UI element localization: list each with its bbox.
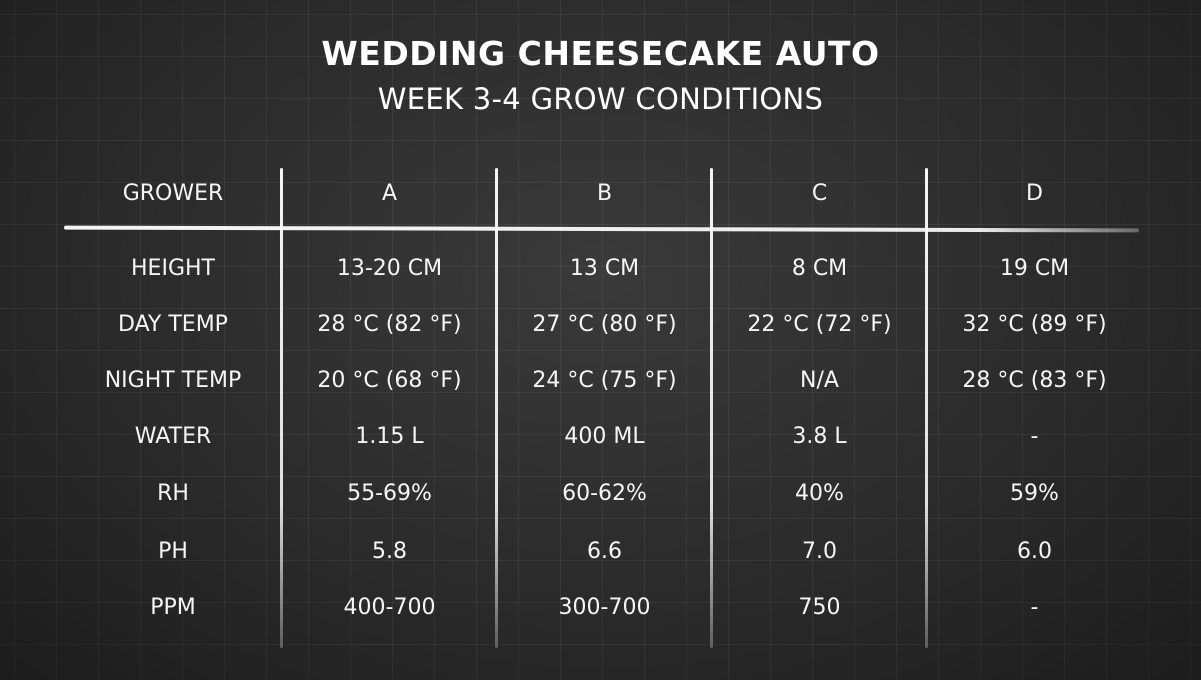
table-cell: N/A <box>800 368 839 393</box>
table-cell: 6.0 <box>1017 539 1052 564</box>
row-label: NIGHT TEMP <box>104 368 242 393</box>
table-cell: 300-700 <box>558 595 651 620</box>
column-divider <box>925 168 928 648</box>
row-label: PH <box>158 539 188 564</box>
table-cell: - <box>1030 595 1039 620</box>
table-cell: 24 °C (75 °F) <box>532 368 677 393</box>
table-row: HEIGHT 13-20 CM 13 CM 8 CM 19 CM <box>64 249 1144 289</box>
table-cell: 13 CM <box>569 256 640 281</box>
table-row: NIGHT TEMP 20 °C (68 °F) 24 °C (75 °F) N… <box>64 361 1144 401</box>
table-cell: 6.6 <box>587 539 622 564</box>
table-cell: 19 CM <box>999 256 1070 281</box>
row-label: PPM <box>150 595 196 620</box>
table-cell: 32 °C (89 °F) <box>962 312 1107 337</box>
header-cell-c: C <box>811 181 828 206</box>
table-cell: 22 °C (72 °F) <box>747 312 892 337</box>
table-cell: 5.8 <box>372 539 407 564</box>
table-row: PPM 400-700 300-700 750 - <box>64 588 1144 628</box>
column-divider <box>710 168 713 648</box>
page-title: WEDDING CHEESECAKE AUTO <box>321 34 880 73</box>
table-cell: 20 °C (68 °F) <box>317 368 462 393</box>
header-row: GROWER A B C D <box>64 174 1144 214</box>
column-divider <box>495 168 498 648</box>
table-cell: 55-69% <box>347 481 432 506</box>
page-subtitle: WEEK 3-4 GROW CONDITIONS <box>377 82 824 116</box>
table-cell: 40% <box>795 481 844 506</box>
header-divider <box>63 225 1140 233</box>
table-row: PH 5.8 6.6 7.0 6.0 <box>64 532 1144 572</box>
header-cell-b: B <box>596 181 613 206</box>
table-cell: 28 °C (83 °F) <box>962 368 1107 393</box>
table-cell: 59% <box>1010 481 1059 506</box>
header-cell-d: D <box>1026 181 1043 206</box>
table-cell: - <box>1030 424 1039 449</box>
table-row: RH 55-69% 60-62% 40% 59% <box>64 474 1144 514</box>
header-cell-a: A <box>381 181 398 206</box>
table-cell: 400-700 <box>343 595 436 620</box>
table-cell: 8 CM <box>791 256 848 281</box>
table-row: DAY TEMP 28 °C (82 °F) 27 °C (80 °F) 22 … <box>64 305 1144 345</box>
table-cell: 28 °C (82 °F) <box>317 312 462 337</box>
table-row: WATER 1.15 L 400 ML 3.8 L - <box>64 417 1144 457</box>
table-cell: 1.15 L <box>355 424 424 449</box>
row-label: RH <box>157 481 189 506</box>
column-divider <box>280 168 283 648</box>
table-cell: 3.8 L <box>792 424 847 449</box>
header-cell-grower: GROWER <box>122 181 224 206</box>
grow-conditions-table: GROWER A B C D HEIGHT 13-20 CM 13 CM 8 C… <box>63 168 1144 648</box>
row-label: HEIGHT <box>131 256 215 281</box>
table-cell: 13-20 CM <box>336 256 443 281</box>
row-label: DAY TEMP <box>118 312 228 337</box>
table-cell: 400 ML <box>564 424 645 449</box>
table-cell: 60-62% <box>562 481 647 506</box>
table-cell: 27 °C (80 °F) <box>532 312 677 337</box>
table-cell: 7.0 <box>802 539 837 564</box>
row-label: WATER <box>134 424 212 449</box>
table-cell: 750 <box>798 595 841 620</box>
